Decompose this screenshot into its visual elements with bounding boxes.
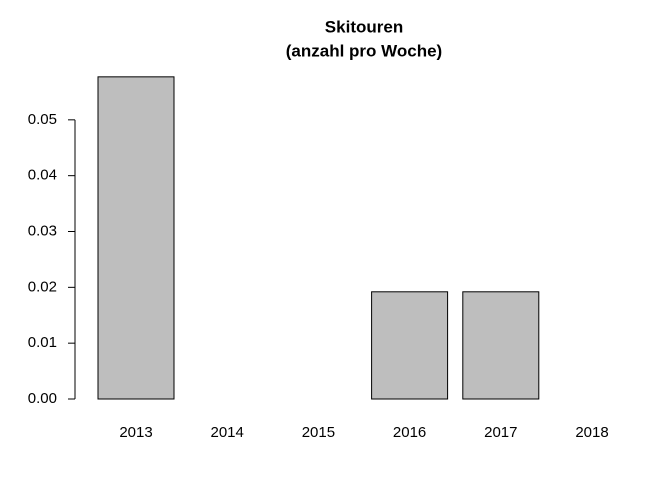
y-tick-label: 0.02	[28, 278, 57, 295]
x-tick-label: 2013	[119, 424, 152, 441]
x-tick-label: 2017	[484, 424, 517, 441]
x-tick-label: 2016	[393, 424, 426, 441]
bar	[97, 76, 175, 400]
y-tick-label: 0.05	[28, 111, 57, 128]
chart-title: Skitouren	[325, 17, 403, 36]
chart-subtitle: (anzahl pro Woche)	[286, 41, 442, 60]
bar	[371, 291, 449, 400]
y-tick-label: 0.00	[28, 390, 57, 407]
y-tick-label: 0.03	[28, 222, 57, 239]
x-tick-label: 2014	[211, 424, 244, 441]
x-tick-label: 2018	[575, 424, 608, 441]
y-tick-label: 0.04	[28, 167, 57, 184]
y-tick-label: 0.01	[28, 334, 57, 351]
bar	[462, 291, 540, 400]
x-tick-label: 2015	[302, 424, 335, 441]
